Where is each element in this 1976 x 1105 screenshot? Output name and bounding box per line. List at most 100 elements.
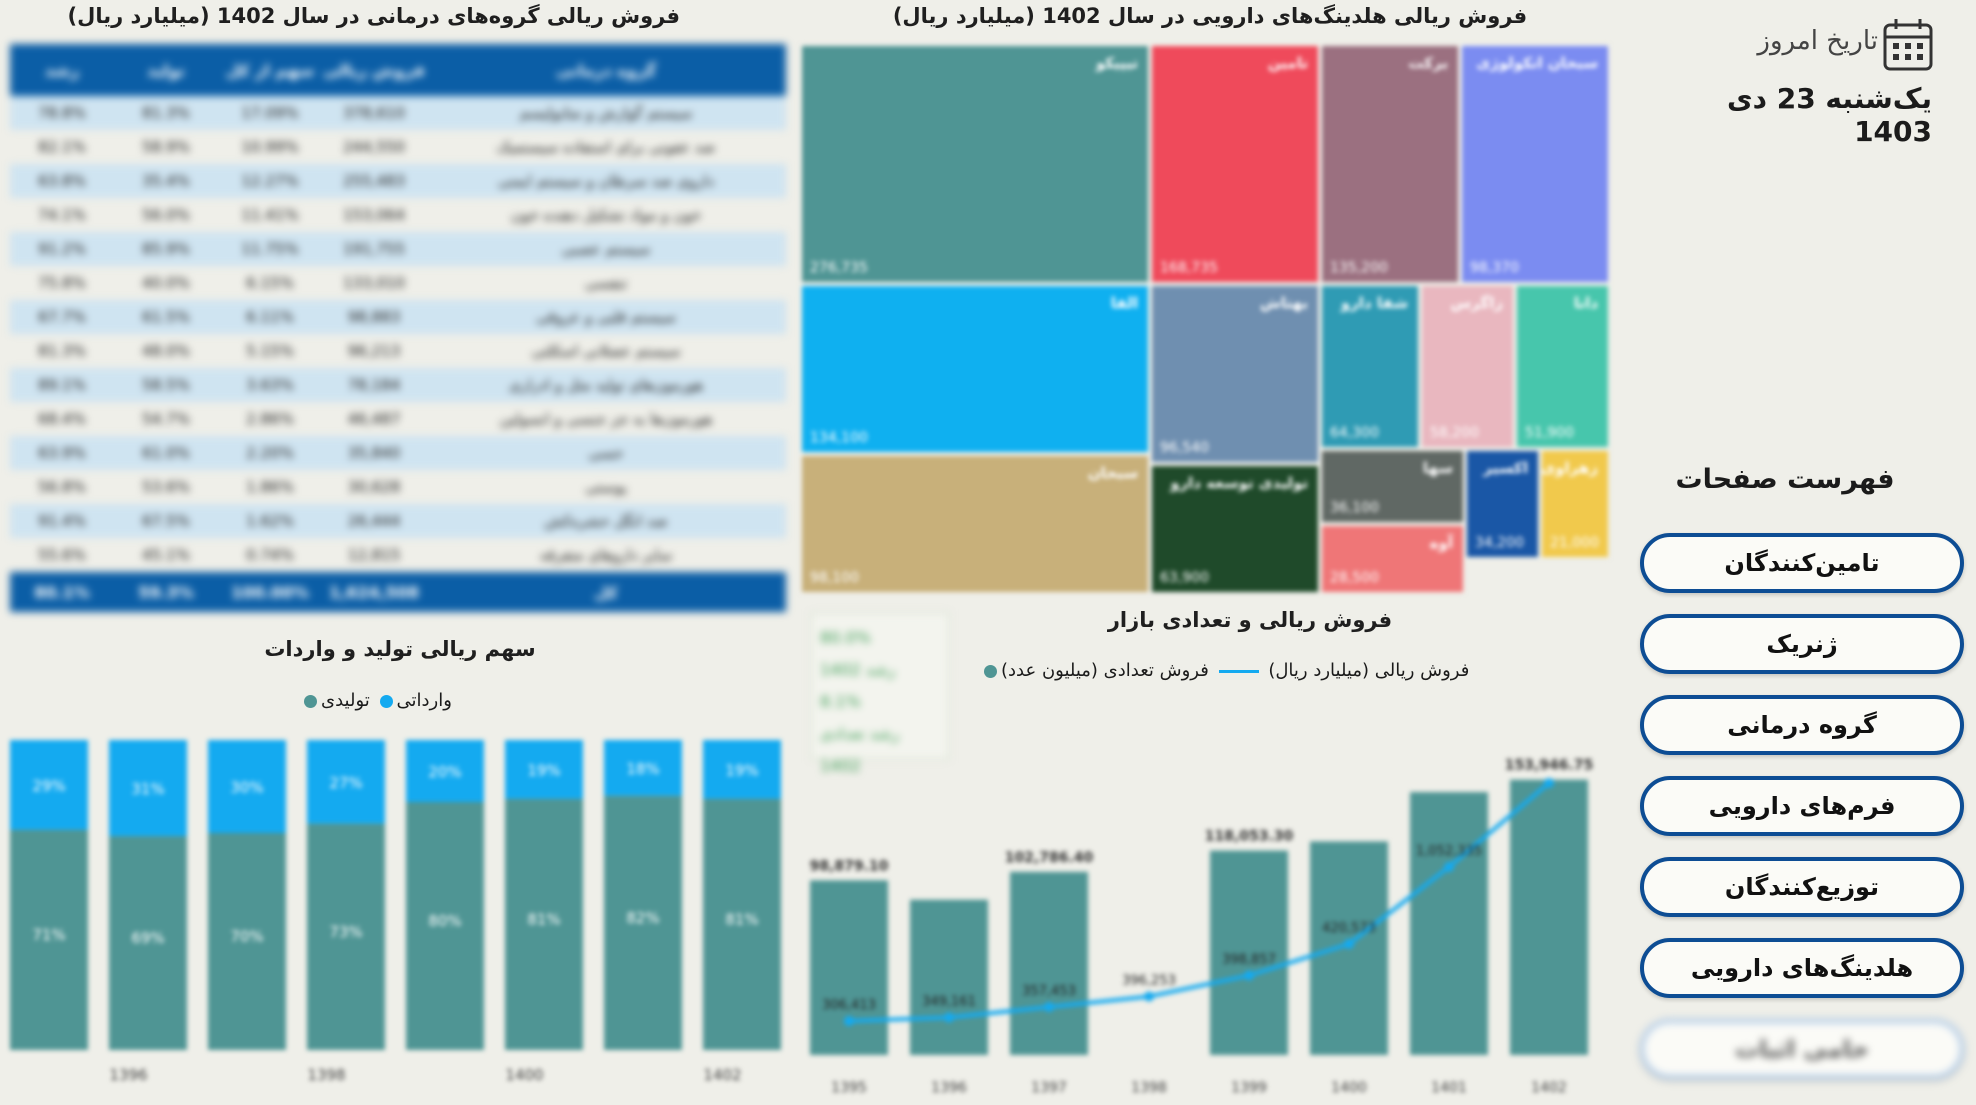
bar-import[interactable] — [703, 740, 781, 799]
table-row[interactable]: ضد عفونی برای استفاده سیستمیک 244,550 10.9… — [10, 130, 786, 164]
x-tick-label: 1395 — [831, 1080, 867, 1096]
bar-import[interactable] — [505, 740, 583, 799]
table-cell: 255,483 — [342, 172, 406, 190]
nav-button-generic[interactable]: ژنریک — [1640, 614, 1964, 674]
table-title: فروش ریالی گروه‌های درمانی در سال 1402 (… — [67, 4, 680, 28]
nav-button-extra[interactable]: حامی اثبات — [1640, 1019, 1964, 1079]
market-bar[interactable] — [1410, 792, 1488, 1055]
bar-import-label: 27% — [329, 774, 362, 792]
x-tick-label: 1396 — [109, 1066, 147, 1084]
treemap-cell[interactable]: سها 36,100 — [1320, 449, 1465, 524]
market-bar[interactable] — [810, 880, 888, 1055]
bar-production[interactable] — [10, 829, 88, 1050]
table-cell-group: پوستی — [585, 478, 627, 496]
market-chart-title: فروش ریالی و تعدادی بازار — [1107, 608, 1393, 632]
table-row[interactable]: ضد انگل حشره‌کش 26,444 1.62% 67.5% 91.4% — [10, 504, 786, 538]
table-cell: 40.0% — [142, 274, 190, 292]
bar-production[interactable] — [307, 823, 385, 1050]
nav-button-holdings[interactable]: هلدینگ‌های دارویی — [1640, 938, 1964, 998]
table-row[interactable]: هورمون‌ها به جز جنسی و انسولین 46,487 2.86… — [10, 402, 786, 436]
table-row[interactable]: پوستی 30,628 1.86% 53.6% 56.8% — [10, 470, 786, 504]
bar-import[interactable] — [406, 740, 484, 802]
table-cell: کل — [594, 582, 618, 602]
nav-button-distributors[interactable]: توزیع‌کنندگان — [1640, 857, 1964, 917]
table-row[interactable]: حسی 35,840 2.20% 61.0% 63.9% — [10, 436, 786, 470]
treemap-cell[interactable]: سبحان 98,100 — [800, 454, 1150, 594]
market-sales-chart: 98,879.10 1395 1396 102,786.40 1397 1398 118,0… — [810, 758, 1594, 1096]
bar-production[interactable] — [604, 795, 682, 1050]
treemap-cell[interactable]: الفا 134,100 — [800, 284, 1150, 454]
table-cell: 61.5% — [142, 308, 190, 326]
count-series-point[interactable] — [1344, 939, 1354, 949]
treemap-cell[interactable]: دانا 51,900 — [1515, 284, 1610, 449]
table-header-cell[interactable]: سهم از کل — [225, 60, 315, 80]
table-row[interactable]: سیستم قلبی و عروقی 98,883 6.11% 61.5% 67.7% — [10, 300, 786, 334]
table-row[interactable]: خون و مواد تشکیل دهنده خون 153,064 11.41% 5… — [10, 198, 786, 232]
treemap-cell-value: 96,540 — [1160, 440, 1209, 456]
nav-button-dosage-forms[interactable]: فرم‌های دارویی — [1640, 776, 1964, 836]
bar-import[interactable] — [604, 740, 682, 796]
bar-import[interactable] — [208, 740, 286, 833]
treemap-cell[interactable]: اکسیر 34,200 — [1465, 449, 1540, 559]
bar-import[interactable] — [307, 740, 385, 824]
treemap-cell[interactable]: تولیدی توسعه دارو 63,900 — [1150, 464, 1320, 594]
treemap-cell[interactable]: بهتاش 96,540 — [1150, 284, 1320, 464]
bar-production[interactable] — [109, 836, 187, 1050]
table-row[interactable]: داروی ضد سرطان و سیستم ایمنی 255,483 12.27… — [10, 164, 786, 198]
table-header-cell[interactable]: گروه درمانی — [556, 60, 656, 80]
table-row[interactable]: سیستم عضلانی اسکلتی 96,213 5.15% 48.0% 81.3% — [10, 334, 786, 368]
count-series-point[interactable] — [844, 1016, 854, 1026]
bar-production[interactable] — [703, 798, 781, 1050]
treemap-cell[interactable]: زهراوی 21,000 — [1540, 449, 1610, 559]
bar-import[interactable] — [10, 740, 88, 830]
bar-production[interactable] — [505, 798, 583, 1050]
kpi-label: رشد تعدادی 1402 — [820, 724, 900, 775]
market-chart-legend: فروش ریالی (میلیارد ریال) فروش تعدادی (م… — [980, 660, 1469, 681]
table-header-cell[interactable]: تولید — [147, 60, 185, 80]
table-row[interactable]: سیستم عصبی 191,755 11.75% 85.9% 91.2% — [10, 232, 786, 266]
nav-button-therapeutic-group[interactable]: گروه درمانی — [1640, 695, 1964, 755]
treemap-cell[interactable]: تامین 168,735 — [1150, 44, 1320, 284]
bar-production[interactable] — [406, 802, 484, 1050]
table-row[interactable]: هورمون‌های تولید مثل و ادراری 78,184 3.63%… — [10, 368, 786, 402]
bar-production-label: 81% — [527, 910, 560, 928]
bar-import-label: 30% — [230, 779, 263, 797]
table-cell: 82.1% — [38, 138, 86, 156]
table-row[interactable]: سیستم گوارش و متابولیسم 378,610 17.09% 81.3… — [10, 96, 786, 130]
count-series-point[interactable] — [944, 1012, 954, 1023]
table-cell-group: تنفسی — [584, 274, 628, 292]
bar-production-label: 82% — [626, 909, 659, 927]
bar-import[interactable] — [109, 740, 187, 837]
legend-rial-line — [1218, 669, 1259, 673]
count-series-point[interactable] — [1044, 1002, 1054, 1012]
count-series-point[interactable] — [1444, 862, 1454, 872]
market-bar[interactable] — [1010, 871, 1088, 1055]
table-row[interactable]: سایر داروهای متفرقه 12,815 0.74% 45.1% 55.6% — [10, 538, 786, 572]
market-bar[interactable] — [1210, 850, 1288, 1055]
table-cell: 11.75% — [241, 240, 299, 258]
table-row[interactable]: تنفسی 133,010 6.15% 40.0% 75.8% — [10, 266, 786, 300]
x-tick-label: 1399 — [1231, 1080, 1267, 1096]
treemap-cell[interactable]: تیپیکو 276,735 — [800, 44, 1150, 284]
count-series-point[interactable] — [1144, 991, 1154, 1002]
table-header-cell[interactable]: فروش ریالی — [323, 60, 425, 80]
treemap-cell[interactable]: برکت 135,200 — [1320, 44, 1460, 284]
bar-production[interactable] — [208, 833, 286, 1050]
treemap-cell[interactable]: آوه 28,500 — [1320, 524, 1465, 594]
treemap-cell[interactable]: سبحان انکولوژی 98,370 — [1460, 44, 1610, 284]
treemap-cell[interactable]: زاگرس 58,200 — [1420, 284, 1515, 449]
count-series-point[interactable] — [1544, 778, 1554, 788]
table-cell: 81.3% — [142, 104, 190, 122]
market-bar[interactable] — [1510, 779, 1588, 1055]
table-cell: 78.8% — [38, 104, 86, 122]
treemap-cell-label: تامین — [1267, 54, 1308, 72]
legend-import-label: وارداتی — [396, 690, 452, 711]
market-bar[interactable] — [910, 899, 988, 1055]
bar-production-label: 71% — [32, 926, 65, 944]
nav-button-suppliers[interactable]: تامین‌کنندگان — [1640, 533, 1964, 593]
table-cell: 56.8% — [38, 478, 86, 496]
treemap-cell-label: الفا — [1110, 294, 1138, 312]
count-series-point[interactable] — [1244, 970, 1254, 981]
table-header-cell[interactable]: رشد — [44, 60, 80, 80]
treemap-cell[interactable]: شفا دارو 64,300 — [1320, 284, 1420, 449]
